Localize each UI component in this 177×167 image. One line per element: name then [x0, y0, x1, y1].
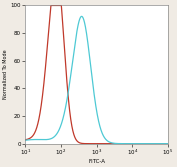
Y-axis label: Normalized To Mode: Normalized To Mode — [4, 50, 8, 99]
X-axis label: FITC-A: FITC-A — [88, 158, 105, 163]
